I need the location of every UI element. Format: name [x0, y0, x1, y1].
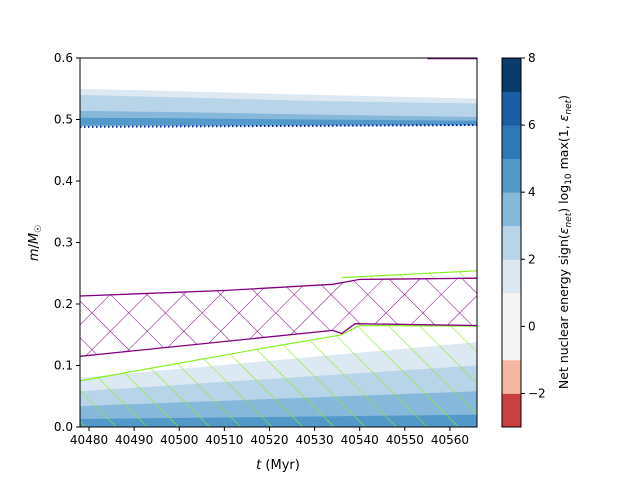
colorbar-band-6: [502, 225, 521, 260]
plot-area: 40480 40490 40500 40510 40520 40530 40540 40550…: [27, 51, 478, 473]
plot-content: [80, 58, 477, 427]
colorbar-band-5: [502, 259, 521, 294]
colorbar-bands: [502, 58, 521, 428]
colorbar-band-3: [502, 326, 521, 361]
colorbar-band-11: [502, 58, 521, 92]
colorbar-tick-label-1: 0: [528, 319, 536, 333]
semiconvective-zone-bottom: [80, 323, 477, 357]
x-tick-label-40540: 40540: [341, 433, 379, 447]
x-tick-label-40510: 40510: [205, 433, 243, 447]
x-axis: 40480 40490 40500 40510 40520 40530 40540 40550…: [70, 427, 469, 447]
y-tick-label-5: 0.5: [54, 113, 73, 127]
y-tick-label-1: 0.1: [54, 359, 73, 373]
colorbar-tick-label-2: 2: [528, 252, 536, 266]
y-tick-label-6: 0.6: [54, 51, 73, 65]
colorbar-band-2: [502, 359, 521, 394]
semiconvective-zone-hatch: [80, 278, 477, 357]
y-tick-label-4: 0.4: [54, 174, 73, 188]
burning-shell-layer-4: [80, 117, 477, 126]
x-tick-label-40550: 40550: [386, 433, 424, 447]
y-tick-label-2: 0.2: [54, 297, 73, 311]
colorbar-band-10: [502, 91, 521, 126]
colorbar-tick-label-5: 8: [528, 51, 536, 65]
convective-core-boundary: [80, 324, 477, 382]
x-tick-label-40500: 40500: [160, 433, 198, 447]
colorbar-frame: [501, 57, 522, 428]
y-axis-label: m/M☉: [27, 225, 44, 261]
x-tick-label-40530: 40530: [295, 433, 333, 447]
semiconvective-zone-top: [80, 277, 477, 297]
colorbar-band-9: [502, 125, 521, 160]
x-axis-label: t (Myr): [256, 458, 300, 473]
y-tick-label-3: 0.3: [54, 236, 73, 250]
colorbar-band-8: [502, 158, 521, 193]
colorbar-label: Net nuclear energy sign(εnet) log10 max(…: [556, 95, 574, 389]
colorbar-tick-label-3: 4: [528, 185, 536, 199]
y-tick-label-0: 0.0: [54, 420, 73, 434]
convective-core-hatch: [80, 325, 477, 427]
colorbar: −2 0 2 4 6 8 Net nuclear energy sign(εnet) lo…: [501, 51, 574, 428]
x-tick-label-40490: 40490: [115, 433, 153, 447]
colorbar-tick-label-4: 6: [528, 118, 536, 132]
convective-upper-boundary: [341, 270, 477, 279]
colorbar-ticks: −2 0 2 4 6 8: [521, 51, 546, 400]
colorbar-tick-label-0: −2: [528, 386, 546, 400]
y-axis: 0.0 0.1 0.2 0.3 0.4 0.5 0.6: [54, 51, 80, 434]
x-tick-label-40480: 40480: [70, 433, 108, 447]
x-tick-label-40520: 40520: [250, 433, 288, 447]
colorbar-band-7: [502, 192, 521, 227]
colorbar-band-4: [502, 292, 521, 327]
x-tick-label-40560: 40560: [431, 433, 469, 447]
colorbar-band-1: [502, 393, 521, 428]
